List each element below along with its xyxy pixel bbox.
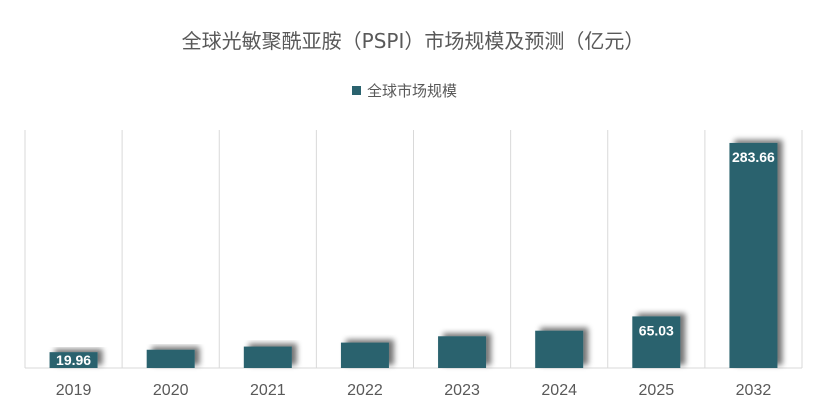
bar-2023 — [438, 336, 487, 368]
x-tick-label-2022: 2022 — [347, 382, 383, 399]
legend-swatch — [352, 86, 361, 95]
data-label-2019: 19.96 — [56, 352, 91, 368]
bar-2024 — [535, 330, 584, 368]
x-tick-label-2025: 2025 — [639, 382, 675, 399]
bar-2025 — [632, 316, 681, 368]
bar-2020 — [146, 349, 195, 368]
x-tick-label-2032: 2032 — [736, 382, 772, 399]
gridlines — [24, 130, 803, 368]
data-label-2032: 283.66 — [732, 149, 775, 165]
x-tick-label-2021: 2021 — [250, 382, 286, 399]
bar-2019 — [49, 352, 98, 368]
x-tick-label-2019: 2019 — [56, 382, 92, 399]
x-tick-label-2024: 2024 — [541, 382, 577, 399]
legend: 全球市场规模 — [352, 82, 457, 100]
bar-2021 — [243, 346, 292, 368]
x-tick-label-2020: 2020 — [153, 382, 189, 399]
bar-2032 — [729, 142, 778, 368]
x-tick-label-2023: 2023 — [444, 382, 480, 399]
data-labels: 19.96 65.03 283.66 — [56, 149, 775, 368]
x-axis-ticks: 2019 2020 2021 2022 2023 2024 2025 2032 — [56, 382, 772, 399]
legend-label: 全球市场规模 — [367, 82, 457, 100]
bar-2022 — [340, 342, 389, 368]
chart-title: 全球光敏聚酰亚胺（PSPI）市场规模及预测（亿元） — [182, 29, 645, 53]
data-label-2025: 65.03 — [639, 322, 674, 338]
bars — [49, 142, 778, 368]
